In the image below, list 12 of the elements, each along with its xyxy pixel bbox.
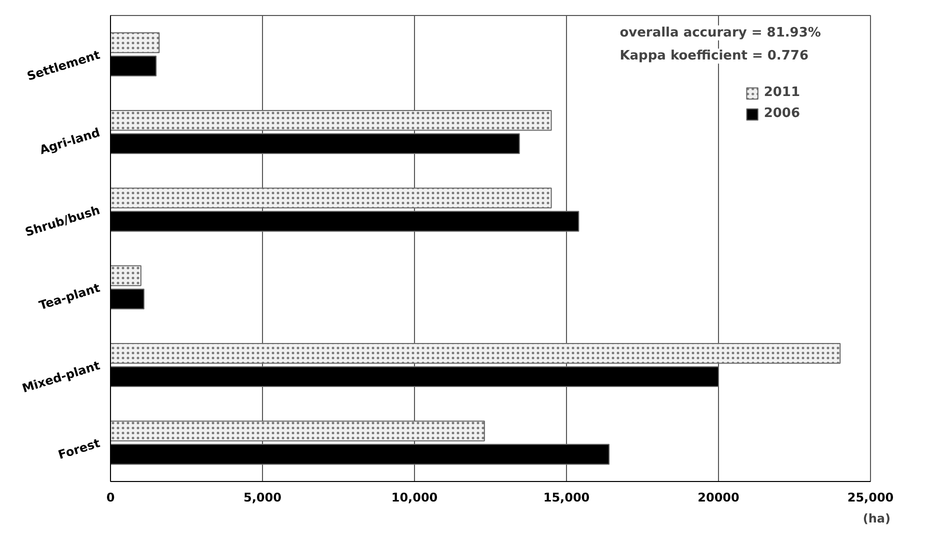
legend-label: 2011 (764, 85, 800, 100)
x-tick-label: 15,000 (543, 490, 590, 504)
x-tick-label: 5,000 (244, 490, 282, 504)
legend-label: 2006 (764, 106, 800, 121)
x-tick-label: 25,000 (847, 490, 894, 504)
x-tick-label: 0 (106, 490, 115, 504)
x-axis-title: (ha) (862, 512, 890, 526)
y-tick-label: Forest (56, 436, 102, 462)
x-tick-label: 10,000 (391, 490, 438, 504)
x-tick-label: 20000 (698, 490, 740, 504)
annotation: overalla accurary = 81.93% (620, 25, 821, 40)
annotation: Kappa koefficient = 0.776 (620, 48, 809, 64)
